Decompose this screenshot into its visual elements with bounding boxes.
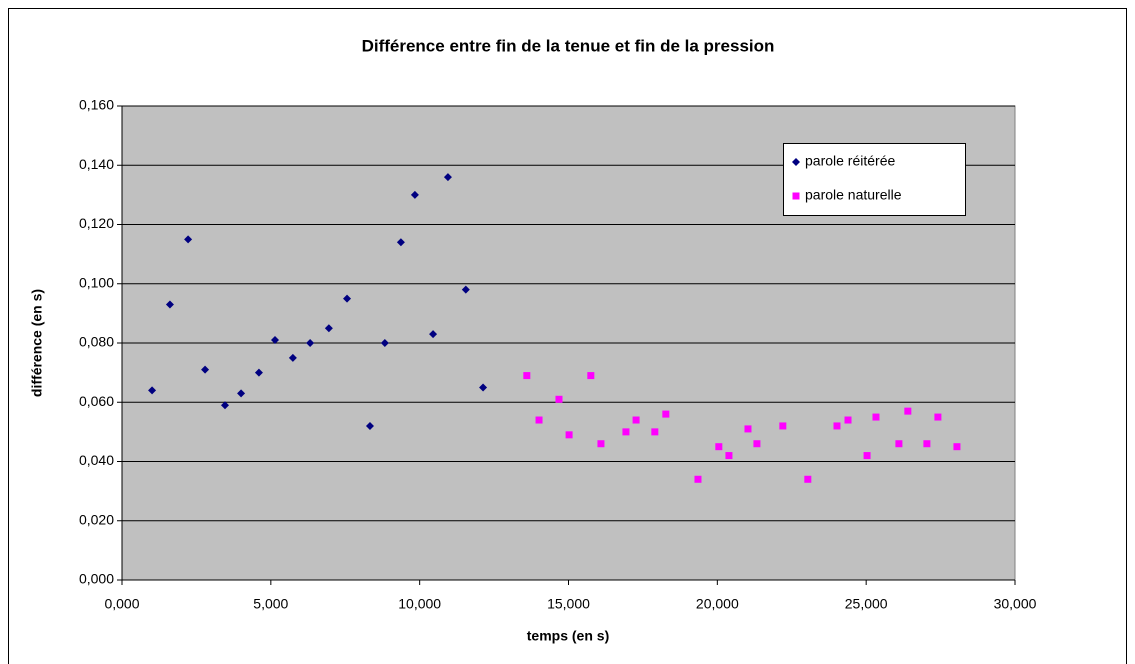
y-tick-label: 0,060 xyxy=(79,393,114,409)
point xyxy=(923,440,931,448)
point xyxy=(165,300,174,309)
point xyxy=(744,425,752,433)
y-axis-label: différence (en s) xyxy=(29,289,45,397)
x-tick-label: 30,000 xyxy=(994,596,1037,612)
point xyxy=(535,416,543,424)
x-tick-label: 10,000 xyxy=(398,596,441,612)
point xyxy=(725,452,733,460)
point xyxy=(662,410,670,418)
point xyxy=(715,443,723,451)
point xyxy=(863,452,871,460)
legend xyxy=(783,143,966,216)
y-tick-label: 0,040 xyxy=(79,452,114,468)
chart-title: Différence entre fin de la tenue et fin … xyxy=(362,36,775,55)
point xyxy=(184,235,193,244)
point xyxy=(895,440,903,448)
x-axis-label: temps (en s) xyxy=(527,628,609,644)
x-tick-label: 0,000 xyxy=(104,596,139,612)
legend-marker xyxy=(792,192,800,200)
point xyxy=(443,173,452,182)
x-tick-label: 20,000 xyxy=(696,596,739,612)
point xyxy=(271,336,280,345)
point xyxy=(565,431,573,439)
point xyxy=(753,440,761,448)
point xyxy=(288,353,297,362)
legend-marker xyxy=(792,158,800,166)
legend-label: parole réitérée xyxy=(805,153,895,169)
point xyxy=(220,401,229,410)
point xyxy=(953,443,961,451)
point xyxy=(324,324,333,333)
point xyxy=(844,416,852,424)
point xyxy=(429,330,438,339)
point xyxy=(148,386,157,395)
point xyxy=(622,428,630,436)
point xyxy=(396,238,405,247)
x-tick-label: 25,000 xyxy=(845,596,888,612)
point xyxy=(804,475,812,483)
point xyxy=(410,190,419,199)
point xyxy=(461,285,470,294)
y-tick-label: 0,000 xyxy=(79,571,114,587)
x-tick-label: 5,000 xyxy=(253,596,288,612)
x-tick-label: 15,000 xyxy=(547,596,590,612)
point xyxy=(365,421,374,430)
legend-label: parole naturelle xyxy=(805,187,902,203)
y-tick-label: 0,120 xyxy=(79,215,114,231)
point xyxy=(306,339,315,347)
point xyxy=(343,294,352,303)
point xyxy=(779,422,787,430)
point xyxy=(632,416,640,424)
point xyxy=(694,475,702,483)
point xyxy=(237,389,246,398)
point xyxy=(254,368,263,377)
point xyxy=(904,407,912,415)
point xyxy=(201,365,210,374)
y-tick-label: 0,020 xyxy=(79,511,114,527)
point xyxy=(587,372,595,380)
point xyxy=(523,372,531,380)
y-tick-label: 0,080 xyxy=(79,334,114,350)
point xyxy=(597,440,605,448)
y-tick-label: 0,160 xyxy=(79,97,114,113)
y-tick-label: 0,100 xyxy=(79,274,114,290)
y-tick-label: 0,140 xyxy=(79,156,114,172)
point xyxy=(833,422,841,430)
point xyxy=(555,395,563,403)
point xyxy=(380,339,389,347)
point xyxy=(651,428,659,436)
point xyxy=(872,413,880,421)
point xyxy=(479,383,488,392)
point xyxy=(934,413,942,421)
